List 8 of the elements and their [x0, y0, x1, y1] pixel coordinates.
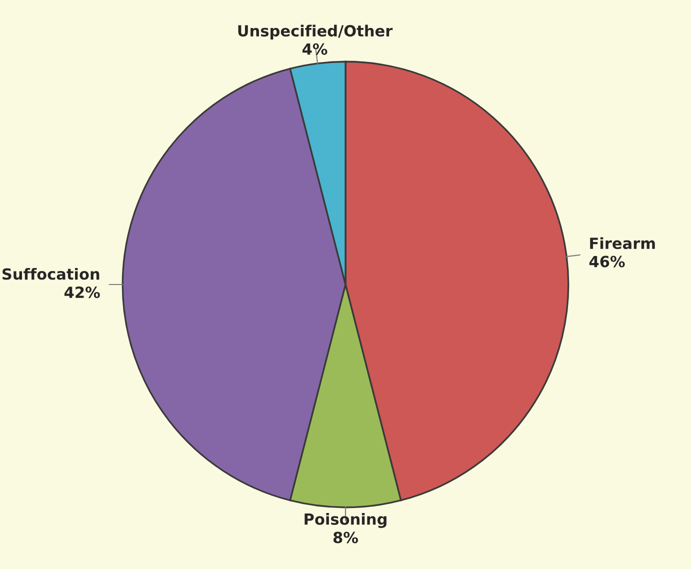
slice-label: Firearm: [590, 237, 655, 250]
data-label: 4%: [302, 43, 328, 55]
data-label: 46%: [589, 256, 625, 268]
slice-label: Unspecified/Other: [238, 24, 393, 40]
data-label: 8%: [333, 532, 358, 544]
data-label: 42%: [64, 286, 100, 298]
slice-label: Suffocation: [2, 268, 100, 280]
slice-label: Poisoning: [304, 513, 386, 528]
